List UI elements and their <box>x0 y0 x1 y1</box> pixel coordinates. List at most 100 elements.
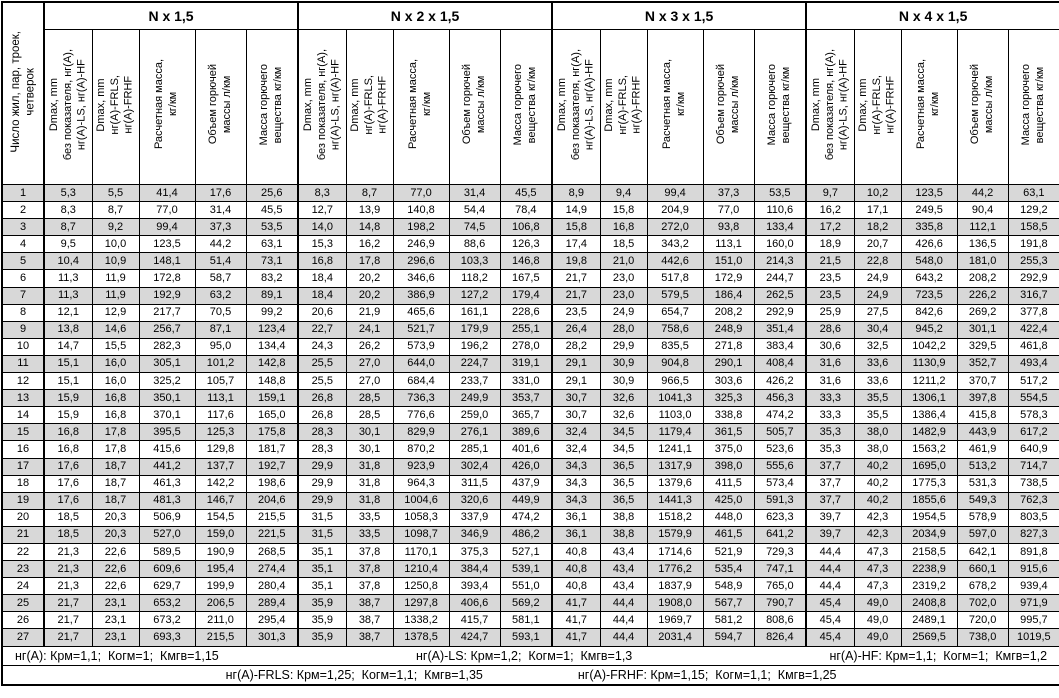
footnote-line-2: нг(А)-FRLS: Крм=1,25; Когм=1,1; Кмгв=1,3… <box>3 668 1059 682</box>
data-cell: 37,8 <box>345 542 394 562</box>
data-cell: 17,8 <box>91 440 140 459</box>
data-cell: 192,7 <box>245 457 299 476</box>
data-cell: 609,6 <box>138 560 196 579</box>
data-cell: 33,6 <box>853 372 902 391</box>
data-cell: 31,6 <box>805 354 855 374</box>
data-cell: 1019,5 <box>1007 628 1059 647</box>
data-cell: 165,0 <box>245 406 299 425</box>
data-cell: 19,8 <box>551 252 601 271</box>
data-cell: 441,2 <box>138 457 196 476</box>
data-cell: 461,9 <box>956 440 1009 459</box>
table-row: 1 5,3 5,5 41,4 17,6 25,6 8,3 8,7 77,0 31,4 45,5 8,9… <box>1 183 1059 203</box>
data-cell: 35,5 <box>853 406 902 425</box>
subheader-label: Dmax, mm без показателя, нг(А), нг(А)-LS… <box>809 48 850 161</box>
data-cell: 597,0 <box>956 525 1009 544</box>
subheader-comb-mass-g1: Масса горючего вещества кг/км <box>245 29 299 185</box>
subheader-comb-volume-g1: Объем горючей массы л/км <box>194 29 247 185</box>
data-cell: 319,1 <box>499 354 553 374</box>
data-cell: 25,9 <box>805 303 855 322</box>
data-cell: 31,4 <box>194 201 247 220</box>
data-cell: 443,9 <box>956 423 1009 442</box>
data-cell: 158,5 <box>1007 218 1059 237</box>
data-cell: 16,2 <box>345 235 394 254</box>
corner-header-cores-pairs: Число жил, пар, троек, четверок <box>1 1 45 185</box>
table-row: 10 14,7 15,5 282,3 95,0 134,4 24,3 26,2 573,9 196… <box>1 337 1059 356</box>
data-cell: 383,4 <box>753 337 807 356</box>
data-cell: 280,4 <box>245 577 299 596</box>
row-number-cell: 26 <box>1 611 45 630</box>
data-cell: 255,1 <box>499 320 553 339</box>
data-cell: 411,5 <box>702 474 755 493</box>
data-cell: 45,4 <box>805 628 855 647</box>
data-cell: 31,4 <box>448 183 501 203</box>
data-cell: 295,4 <box>245 611 299 630</box>
data-cell: 351,4 <box>753 320 807 339</box>
data-cell: 34,5 <box>599 440 648 459</box>
footnote-cell-2: нг(А)-FRLS: Крм=1,25; Когм=1,1; Кмгв=1,3… <box>1 664 1059 686</box>
data-cell: 2031,4 <box>646 628 704 647</box>
table-row: 7 11,3 11,9 192,9 63,2 89,1 18,4 20,2 386,9 127,2… <box>1 286 1059 305</box>
data-cell: 325,2 <box>138 372 196 391</box>
data-cell: 88,6 <box>448 235 501 254</box>
data-cell: 285,1 <box>448 440 501 459</box>
data-cell: 12,7 <box>297 201 347 220</box>
data-cell: 338,8 <box>702 406 755 425</box>
data-cell: 1103,0 <box>646 406 704 425</box>
data-cell: 617,2 <box>1007 423 1059 442</box>
data-cell: 653,2 <box>138 594 196 613</box>
data-cell: 30,9 <box>599 354 648 374</box>
table-row: 4 9,5 10,0 123,5 44,2 63,1 15,3 16,2 246,9 88,6 12… <box>1 235 1059 254</box>
data-cell: 28,3 <box>297 423 347 442</box>
data-cell: 370,1 <box>138 406 196 425</box>
data-cell: 33,5 <box>345 508 394 527</box>
table-row: 12 15,1 16,0 325,2 105,7 148,8 25,5 27,0 684,4 23… <box>1 372 1059 391</box>
data-cell: 15,1 <box>43 354 93 374</box>
data-cell: 89,1 <box>245 286 299 305</box>
data-cell: 437,9 <box>499 474 553 493</box>
data-cell: 33,3 <box>805 406 855 425</box>
data-cell: 8,9 <box>551 183 601 203</box>
data-cell: 195,4 <box>194 560 247 579</box>
subheader-calc-mass-g3: Расчетная масса, кг/км <box>646 29 704 185</box>
data-cell: 30,4 <box>853 320 902 339</box>
data-cell: 35,9 <box>297 594 347 613</box>
subheader-label: Масса горючего вещества кг/км <box>512 63 538 146</box>
data-cell: 31,8 <box>345 474 394 493</box>
data-cell: 255,3 <box>1007 252 1059 271</box>
data-cell: 29,1 <box>551 372 601 391</box>
data-cell: 11,3 <box>43 269 93 288</box>
data-cell: 17,6 <box>43 491 93 510</box>
data-cell: 83,2 <box>245 269 299 288</box>
data-cell: 17,2 <box>805 218 855 237</box>
row-number-cell: 12 <box>1 372 45 391</box>
data-cell: 904,8 <box>646 354 704 374</box>
data-cell: 74,5 <box>448 218 501 237</box>
data-cell: 594,7 <box>702 628 755 647</box>
data-cell: 289,4 <box>245 594 299 613</box>
footnote-row-1: нг(А): Крм=1,1; Когм=1; Кмгв=1,15 нг(А)-… <box>1 645 1059 666</box>
data-cell: 27,0 <box>345 372 394 391</box>
data-cell: 112,1 <box>956 218 1009 237</box>
data-cell: 22,7 <box>297 320 347 339</box>
data-cell: 1441,3 <box>646 491 704 510</box>
data-cell: 215,5 <box>194 628 247 647</box>
data-cell: 964,3 <box>392 474 450 493</box>
footnote-line-1: нг(А): Крм=1,1; Когм=1; Кмгв=1,15 нг(А)-… <box>3 649 1059 663</box>
data-cell: 375,0 <box>702 440 755 459</box>
data-cell: 26,8 <box>297 406 347 425</box>
data-cell: 842,6 <box>900 303 958 322</box>
data-cell: 24,9 <box>599 303 648 322</box>
subheader-label: Объем горючей массы л/км <box>714 64 741 145</box>
row-number-cell: 14 <box>1 406 45 425</box>
data-cell: 45,4 <box>805 594 855 613</box>
data-cell: 276,1 <box>448 423 501 442</box>
data-cell: 40,2 <box>853 474 902 493</box>
footnote-ng-a-hf: нг(А)-HF: Крм=1,1; Когм=1; Кмгв=1,2 <box>829 648 1048 663</box>
data-cell: 16,8 <box>43 423 93 442</box>
data-cell: 23,5 <box>805 286 855 305</box>
data-cell: 208,2 <box>956 269 1009 288</box>
table-row: 13 15,9 16,8 350,1 113,1 159,1 26,8 28,5 736,3 24… <box>1 389 1059 408</box>
data-cell: 641,2 <box>753 525 807 544</box>
data-cell: 1211,2 <box>900 372 958 391</box>
